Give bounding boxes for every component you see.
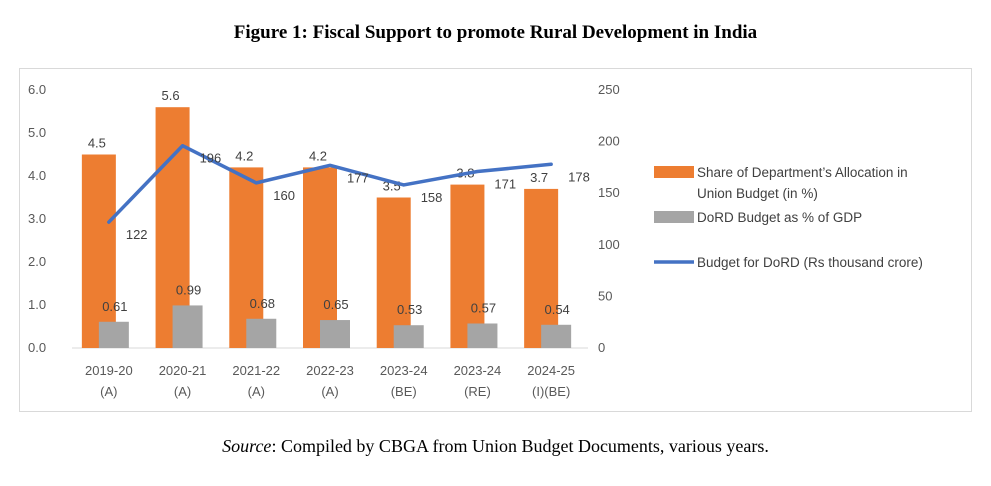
x-tick-label: (BE) <box>391 384 417 399</box>
x-tick-label: 2024-25 <box>527 363 575 378</box>
bar-gdp-share <box>467 323 498 348</box>
data-label-share: 4.2 <box>235 148 253 163</box>
data-label-dord-budget: 122 <box>126 227 148 242</box>
bar-share-of-budget <box>303 167 337 348</box>
data-label-dord-budget: 196 <box>200 151 222 166</box>
x-tick-label: 2022-23 <box>306 363 354 378</box>
bar-share-of-budget <box>376 197 411 348</box>
legend-label-share: Union Budget (in %) <box>697 186 818 201</box>
y-right-tick-label: 50 <box>598 288 612 303</box>
legend-label-share: Share of Department’s Allocation in <box>697 165 908 180</box>
legend-label-dord-budget: Budget for DoRD (Rs thousand crore) <box>697 255 923 270</box>
y-right-tick-label: 150 <box>598 185 620 200</box>
y-right-tick-label: 200 <box>598 134 620 149</box>
x-tick-label: (I)(BE) <box>532 384 570 399</box>
y-left-tick-label: 5.0 <box>28 125 46 140</box>
combo-chart: 0.0 1.0 2.0 3.0 4.0 5.0 6.0 0 50 100 150 200 250 2019… <box>28 82 923 399</box>
source-label: Source <box>222 436 272 456</box>
x-tick-label: (RE) <box>464 384 491 399</box>
x-tick-label: (A) <box>321 384 338 399</box>
x-tick-label: 2019-20 <box>85 363 133 378</box>
x-tick-label: 2021-22 <box>232 363 280 378</box>
bar-gdp-share <box>246 318 277 348</box>
y-right-tick-label: 250 <box>598 82 620 97</box>
data-label-gdp: 0.99 <box>176 282 201 297</box>
x-tick-label: (A) <box>100 384 117 399</box>
source-note: Source: Compiled by CBGA from Union Budg… <box>0 436 991 457</box>
bar-gdp-share <box>172 305 203 348</box>
data-label-gdp: 0.57 <box>471 300 496 315</box>
y-right-tick-label: 0 <box>598 340 605 355</box>
bar-gdp-share <box>98 321 129 348</box>
y-left-tick-label: 1.0 <box>28 297 46 312</box>
bar-share-of-budget <box>229 167 264 348</box>
line-dord-budget <box>107 143 553 224</box>
data-label-dord-budget: 177 <box>347 170 369 185</box>
bar-share-of-budget <box>81 154 116 348</box>
legend-label-gdp: DoRD Budget as % of GDP <box>697 210 862 225</box>
bar-gdp-share <box>320 320 350 348</box>
y-left-tick-label: 6.0 <box>28 82 46 97</box>
y-left-tick-label: 3.0 <box>28 211 46 226</box>
y-right-tick-label: 100 <box>598 237 620 252</box>
x-tick-label: (A) <box>174 384 191 399</box>
data-label-dord-budget: 171 <box>494 177 516 192</box>
x-tick-label: 2023-24 <box>380 363 428 378</box>
bar-share-of-budget <box>450 184 485 348</box>
legend-swatch-gdp <box>654 211 694 223</box>
x-tick-label: (A) <box>248 384 265 399</box>
data-label-dord-budget: 158 <box>421 190 443 205</box>
bar-share-of-budget <box>524 188 559 348</box>
legend-swatch-share <box>654 166 694 178</box>
data-label-share: 4.5 <box>88 136 106 151</box>
x-tick-label: 2023-24 <box>454 363 502 378</box>
data-label-gdp: 0.61 <box>102 299 127 314</box>
data-label-gdp: 0.53 <box>397 302 422 317</box>
y-left-tick-label: 4.0 <box>28 168 46 183</box>
y-left-tick-label: 0.0 <box>28 340 46 355</box>
bar-gdp-share <box>393 325 424 348</box>
source-text: : Compiled by CBGA from Union Budget Doc… <box>271 436 769 456</box>
data-label-gdp: 0.54 <box>544 302 569 317</box>
figure-title: Figure 1: Fiscal Support to promote Rura… <box>233 22 758 43</box>
y-left-tick-label: 2.0 <box>28 254 46 269</box>
data-label-gdp: 0.68 <box>250 296 275 311</box>
data-label-share: 3.7 <box>530 170 548 185</box>
chart-frame: 0.0 1.0 2.0 3.0 4.0 5.0 6.0 0 50 100 150 200 250 2019… <box>19 68 972 412</box>
data-label-share: 5.6 <box>162 88 180 103</box>
data-label-dord-budget: 178 <box>568 169 590 184</box>
data-label-dord-budget: 160 <box>273 188 295 203</box>
bar-gdp-share <box>541 324 572 348</box>
data-label-gdp: 0.65 <box>323 297 348 312</box>
data-label-share: 4.2 <box>309 148 327 163</box>
x-tick-label: 2020-21 <box>159 363 207 378</box>
